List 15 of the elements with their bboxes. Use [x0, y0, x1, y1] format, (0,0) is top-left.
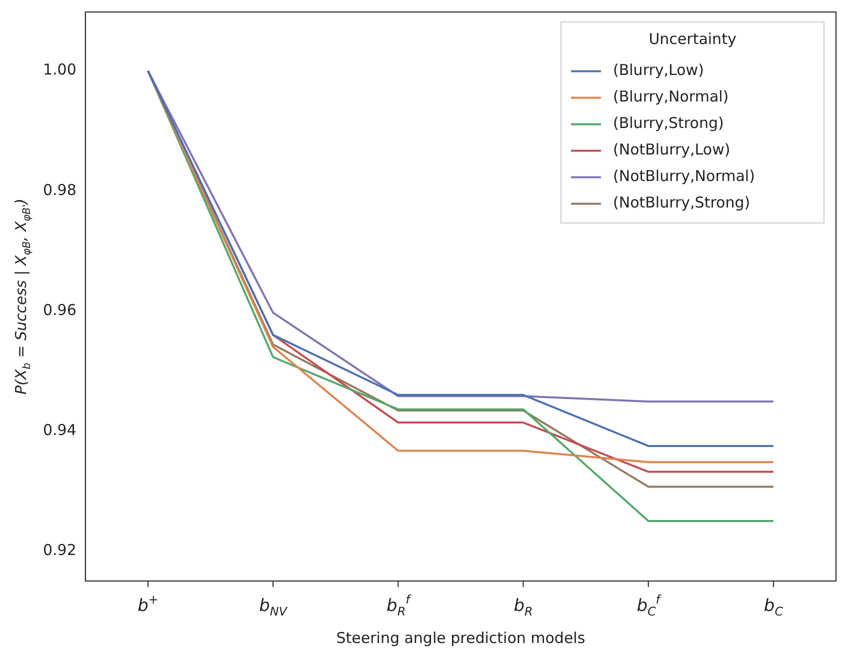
y-tick-label: 1.00	[42, 60, 76, 79]
y-axis-title: P(Xb = Success | XφB, XφB')	[12, 198, 33, 394]
legend-label: (NotBlurry,Low)	[613, 140, 730, 159]
y-tick-label: 0.98	[42, 180, 76, 199]
legend-label: (Blurry,Normal)	[613, 88, 729, 106]
legend-label: (Blurry,Strong)	[613, 114, 724, 132]
x-axis-title: Steering angle prediction models	[336, 629, 586, 647]
legend-label: (NotBlurry,Strong)	[613, 194, 750, 212]
y-tick-label: 0.96	[42, 300, 76, 319]
y-tick-label: 0.94	[42, 420, 76, 439]
legend-label: (NotBlurry,Normal)	[613, 167, 755, 186]
legend-label: (Blurry,Low)	[613, 61, 704, 80]
x-tick-label: b+	[138, 592, 158, 616]
y-tick-label: 0.92	[42, 540, 76, 559]
legend-title: Uncertainty	[648, 30, 736, 48]
